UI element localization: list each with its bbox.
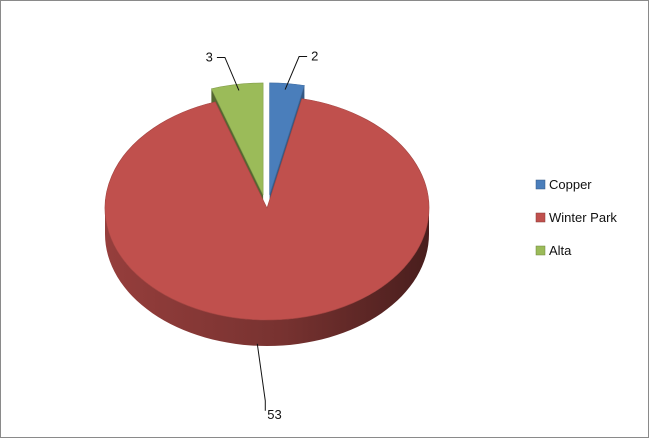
- legend-item-alta[interactable]: Alta: [535, 243, 572, 258]
- legend-label-winter-park: Winter Park: [549, 210, 617, 225]
- slice-outer-wall: [105, 208, 429, 346]
- slices-layer: [104, 82, 430, 346]
- slice-winter-park[interactable]: [104, 98, 430, 321]
- data-label-copper: 2: [311, 49, 318, 64]
- legend: Copper Winter Park Alta: [535, 177, 617, 258]
- slice-side-winter-park: [105, 208, 429, 346]
- legend-item-copper[interactable]: Copper: [535, 177, 592, 192]
- legend-swatch-winter-park: [535, 212, 546, 223]
- data-label-winter-park: 53: [267, 407, 281, 422]
- slice-copper[interactable]: [269, 82, 305, 195]
- leader-line-copper: [284, 56, 308, 90]
- legend-item-winter-park[interactable]: Winter Park: [535, 210, 617, 225]
- leader-line-winter-park: [256, 343, 266, 411]
- legend-label-copper: Copper: [549, 177, 592, 192]
- data-label-alta: 3: [206, 49, 213, 64]
- legend-label-alta: Alta: [549, 243, 572, 258]
- data-labels: 2 53 3: [206, 49, 319, 422]
- legend-swatch-copper: [535, 179, 546, 190]
- legend-swatch-alta: [535, 245, 546, 256]
- leader-line-alta: [216, 56, 240, 91]
